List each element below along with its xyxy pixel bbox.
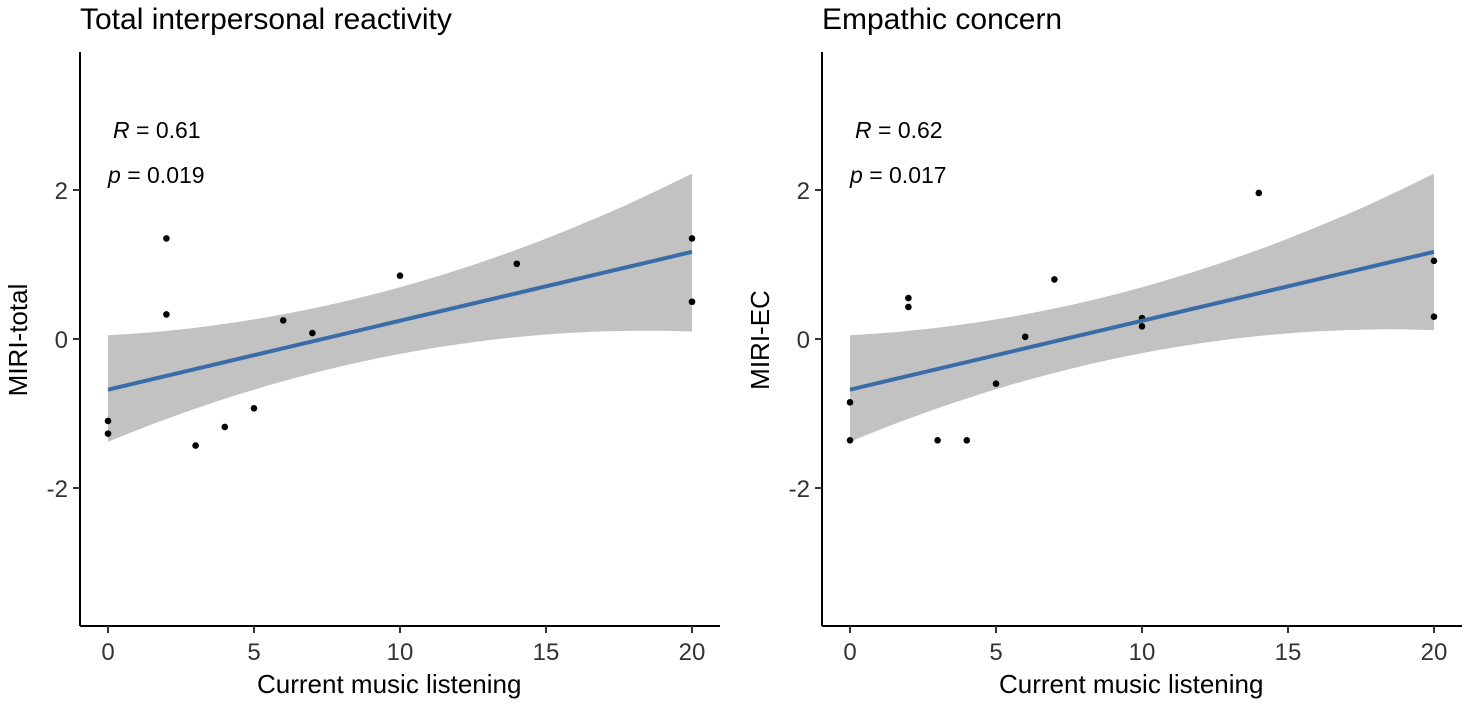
y-tick-label: 0 [797, 327, 810, 354]
x-tick-label: 15 [1275, 639, 1302, 666]
x-tick-label: 0 [843, 639, 856, 666]
data-point [688, 298, 696, 306]
data-point [905, 303, 912, 311]
data-point [1021, 333, 1029, 341]
regression-line [107, 249, 693, 392]
p-annotation: p = 0.019 [108, 162, 205, 188]
x-tick-label: 20 [1421, 639, 1448, 666]
regression-line [849, 249, 1435, 392]
confidence-band [108, 173, 692, 442]
chart-title: Empathic concern [822, 3, 1063, 36]
x-tick-label: 0 [101, 639, 114, 666]
data-point [992, 380, 1000, 388]
data-point [1138, 323, 1146, 330]
p-symbol: p [108, 162, 121, 188]
data-point [513, 260, 521, 268]
y-axis-label: MIRI-EC [745, 290, 775, 390]
data-point [905, 294, 912, 302]
chart-title: Total interpersonal reactivity [80, 3, 452, 36]
x-tick-label: 20 [679, 639, 706, 666]
y-tick-label: 2 [55, 178, 68, 205]
data-point [688, 235, 696, 242]
chart-panel-ec: 0 5 10 15 20 -2 0 2 Empathic concern R = 0.62 p… [735, 0, 1470, 707]
data-point [192, 442, 199, 449]
data-point [1051, 276, 1058, 283]
data-point [1430, 257, 1438, 265]
data-point [309, 329, 316, 337]
x-axis-label: Current music listening [999, 669, 1264, 699]
x-tick-label: 10 [387, 639, 414, 666]
y-tick-label: 0 [55, 327, 68, 354]
data-point [163, 311, 170, 318]
data-point [221, 423, 229, 431]
data-point [396, 272, 404, 279]
r-annotation: R = 0.62 [855, 117, 943, 143]
p-symbol: p [850, 162, 863, 188]
data-point [934, 437, 941, 444]
r-annotation: R = 0.61 [113, 117, 201, 143]
x-tick-label: 10 [1129, 639, 1156, 666]
p-value: = 0.019 [127, 162, 205, 188]
data-point [104, 417, 112, 425]
chart-panel-total: 0 5 10 15 20 -2 0 2 Total interpersonal reactiv… [0, 0, 735, 707]
p-annotation: p = 0.017 [850, 162, 947, 188]
y-tick-label: -2 [789, 476, 810, 503]
data-point [963, 437, 971, 444]
r-value: = 0.61 [136, 117, 201, 143]
data-point [846, 437, 854, 444]
r-value: = 0.62 [878, 117, 943, 143]
data-point [104, 430, 112, 437]
chart-plot-ec: 0 5 10 15 20 -2 0 2 [789, 52, 1462, 666]
y-axis-label: MIRI-total [3, 283, 33, 397]
r-symbol: R [855, 117, 872, 143]
x-tick-label: 15 [533, 639, 560, 666]
data-point [163, 235, 170, 242]
x-axis-label: Current music listening [257, 669, 522, 699]
y-tick-label: 2 [797, 178, 810, 205]
data-point [250, 404, 258, 412]
data-point [846, 399, 854, 406]
y-tick-label: -2 [47, 476, 68, 503]
x-tick-label: 5 [989, 639, 1002, 666]
confidence-band [850, 173, 1434, 442]
x-tick-label: 5 [247, 639, 260, 666]
p-value: = 0.017 [869, 162, 947, 188]
r-symbol: R [113, 117, 130, 143]
data-point [1430, 313, 1438, 320]
data-point [279, 317, 287, 324]
chart-plot-total: 0 5 10 15 20 -2 0 2 [47, 52, 720, 666]
data-point [1255, 189, 1263, 197]
